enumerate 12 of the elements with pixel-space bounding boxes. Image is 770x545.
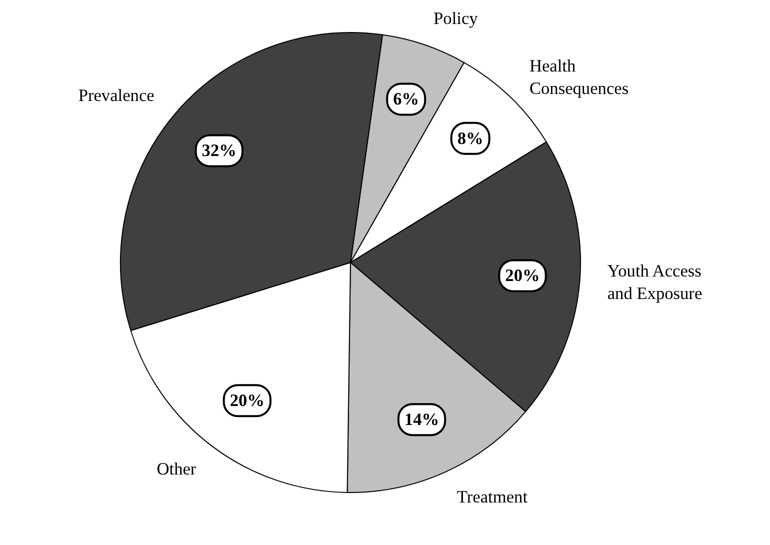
data-label: 14%	[404, 410, 440, 430]
slice-label: Other	[156, 459, 196, 478]
slice-label: Policy	[434, 9, 478, 28]
slice-label: Health Consequences	[529, 56, 629, 98]
data-label: 20%	[230, 391, 264, 410]
data-label: 6%	[393, 90, 420, 109]
slice-label: Youth Access and Exposure	[607, 261, 702, 304]
slice-label: Prevalence	[78, 86, 155, 106]
data-label: 8%	[457, 128, 484, 148]
data-label: 20%	[505, 266, 540, 286]
data-label: 32%	[202, 141, 236, 160]
slice-label: Treatment	[456, 488, 528, 507]
